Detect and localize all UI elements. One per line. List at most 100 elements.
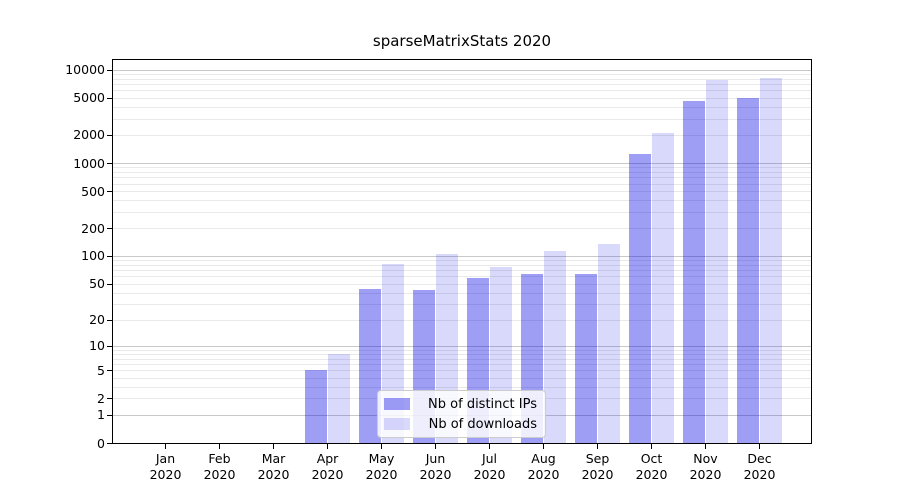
y-tick xyxy=(107,370,112,372)
x-tick-label-sep-2020: Sep 2020 xyxy=(581,451,614,482)
x-tick-label-mar-2020: Mar 2020 xyxy=(257,451,290,482)
bar-nb-of-distinct-ips-oct-2020 xyxy=(629,154,651,443)
y-tick-label-50: 50 xyxy=(89,276,105,292)
y-tick-label-5000: 5000 xyxy=(73,90,105,106)
gridline-minor xyxy=(113,97,811,99)
gridline-minor xyxy=(113,177,811,179)
gridline-minor xyxy=(113,90,811,92)
gridline-major xyxy=(113,69,811,71)
x-tick-label-jan-2020: Jan 2020 xyxy=(149,451,182,482)
y-tick xyxy=(107,255,112,257)
y-tick xyxy=(107,398,112,400)
y-tick-label-100: 100 xyxy=(81,248,105,264)
y-tick-label-10: 10 xyxy=(89,338,105,354)
gridline-minor xyxy=(113,377,811,379)
plot-area xyxy=(113,60,811,443)
gridline-minor xyxy=(113,167,811,169)
legend-swatch-downloads xyxy=(384,418,410,430)
gridline-minor xyxy=(113,319,811,321)
bar-nb-of-downloads-dec-2020 xyxy=(760,77,782,443)
x-tick-label-may-2020: May 2020 xyxy=(365,451,398,482)
bar-nb-of-distinct-ips-sep-2020 xyxy=(575,273,597,443)
x-tick xyxy=(543,444,544,449)
legend-swatch-distinct-ips xyxy=(384,398,410,410)
y-tick-label-0: 0 xyxy=(97,435,105,451)
legend: Nb of distinct IPs Nb of downloads xyxy=(377,390,546,438)
x-tick-label-apr-2020: Apr 2020 xyxy=(311,451,344,482)
x-tick xyxy=(327,444,328,449)
gridline-minor xyxy=(113,183,811,185)
y-tick xyxy=(107,69,112,71)
bar-nb-of-distinct-ips-apr-2020 xyxy=(305,370,327,443)
gridline-major xyxy=(113,255,811,257)
x-tick xyxy=(489,444,490,449)
bar-nb-of-downloads-aug-2020 xyxy=(544,251,566,443)
bar-nb-of-distinct-ips-nov-2020 xyxy=(683,101,705,443)
y-tick xyxy=(107,191,112,193)
gridline-minor xyxy=(113,134,811,136)
y-tick xyxy=(107,319,112,321)
x-tick-label-jun-2020: Jun 2020 xyxy=(419,451,452,482)
gridline-minor xyxy=(113,353,811,355)
gridline-minor xyxy=(113,349,811,351)
x-tick xyxy=(381,444,382,449)
legend-label-distinct-ips: Nb of distinct IPs xyxy=(428,396,537,412)
gridline-minor xyxy=(113,260,811,262)
x-tick-label-nov-2020: Nov 2020 xyxy=(689,451,722,482)
gridline-minor xyxy=(113,386,811,388)
gridline-minor xyxy=(113,106,811,108)
bar-nb-of-downloads-sep-2020 xyxy=(598,243,620,443)
x-tick-label-aug-2020: Aug 2020 xyxy=(527,451,560,482)
y-tick-label-10000: 10000 xyxy=(65,62,105,78)
y-tick-label-2000: 2000 xyxy=(73,127,105,143)
gridline-minor xyxy=(113,303,811,305)
y-tick xyxy=(107,283,112,285)
y-tick xyxy=(107,345,112,347)
gridline-minor xyxy=(113,191,811,193)
y-tick-label-200: 200 xyxy=(81,220,105,236)
x-tick-label-feb-2020: Feb 2020 xyxy=(203,451,236,482)
gridline-minor xyxy=(113,370,811,372)
y-tick xyxy=(107,163,112,165)
legend-item-downloads: Nb of downloads xyxy=(384,416,537,433)
gridline-major xyxy=(113,163,811,165)
y-tick-label-1000: 1000 xyxy=(73,155,105,171)
gridline-minor xyxy=(113,270,811,272)
y-tick-label-1: 1 xyxy=(97,407,105,423)
gridline-minor xyxy=(113,228,811,230)
gridline-minor xyxy=(113,292,811,294)
gridline-minor xyxy=(113,118,811,120)
x-tick xyxy=(435,444,436,449)
gridline-minor xyxy=(113,364,811,366)
gridline-minor xyxy=(113,358,811,360)
y-tick xyxy=(107,134,112,136)
x-tick-label-dec-2020: Dec 2020 xyxy=(743,451,776,482)
bar-nb-of-downloads-apr-2020 xyxy=(328,353,350,443)
gridline-minor xyxy=(113,74,811,76)
x-tick xyxy=(651,444,652,449)
y-tick xyxy=(107,414,112,416)
legend-item-distinct-ips: Nb of distinct IPs xyxy=(384,396,537,413)
y-tick-label-500: 500 xyxy=(81,183,105,199)
x-tick xyxy=(165,444,166,449)
gridline-minor xyxy=(113,84,811,86)
gridline-minor xyxy=(113,283,811,285)
x-tick-label-oct-2020: Oct 2020 xyxy=(635,451,668,482)
legend-label-downloads: Nb of downloads xyxy=(428,416,537,432)
gridline-minor xyxy=(113,211,811,213)
gridline-minor xyxy=(113,78,811,80)
gridline-major xyxy=(113,345,811,347)
chart-title: sparseMatrixStats 2020 xyxy=(372,32,552,50)
bar-nb-of-downloads-oct-2020 xyxy=(652,133,674,443)
bar-nb-of-downloads-nov-2020 xyxy=(706,80,728,443)
gridline-minor xyxy=(113,200,811,202)
bar-nb-of-distinct-ips-may-2020 xyxy=(359,288,381,443)
x-tick xyxy=(759,444,760,449)
x-tick xyxy=(597,444,598,449)
gridline-minor xyxy=(113,276,811,278)
y-tick xyxy=(107,228,112,230)
gridline-minor xyxy=(113,172,811,174)
gridline-minor xyxy=(113,264,811,266)
y-tick-label-5: 5 xyxy=(97,362,105,378)
